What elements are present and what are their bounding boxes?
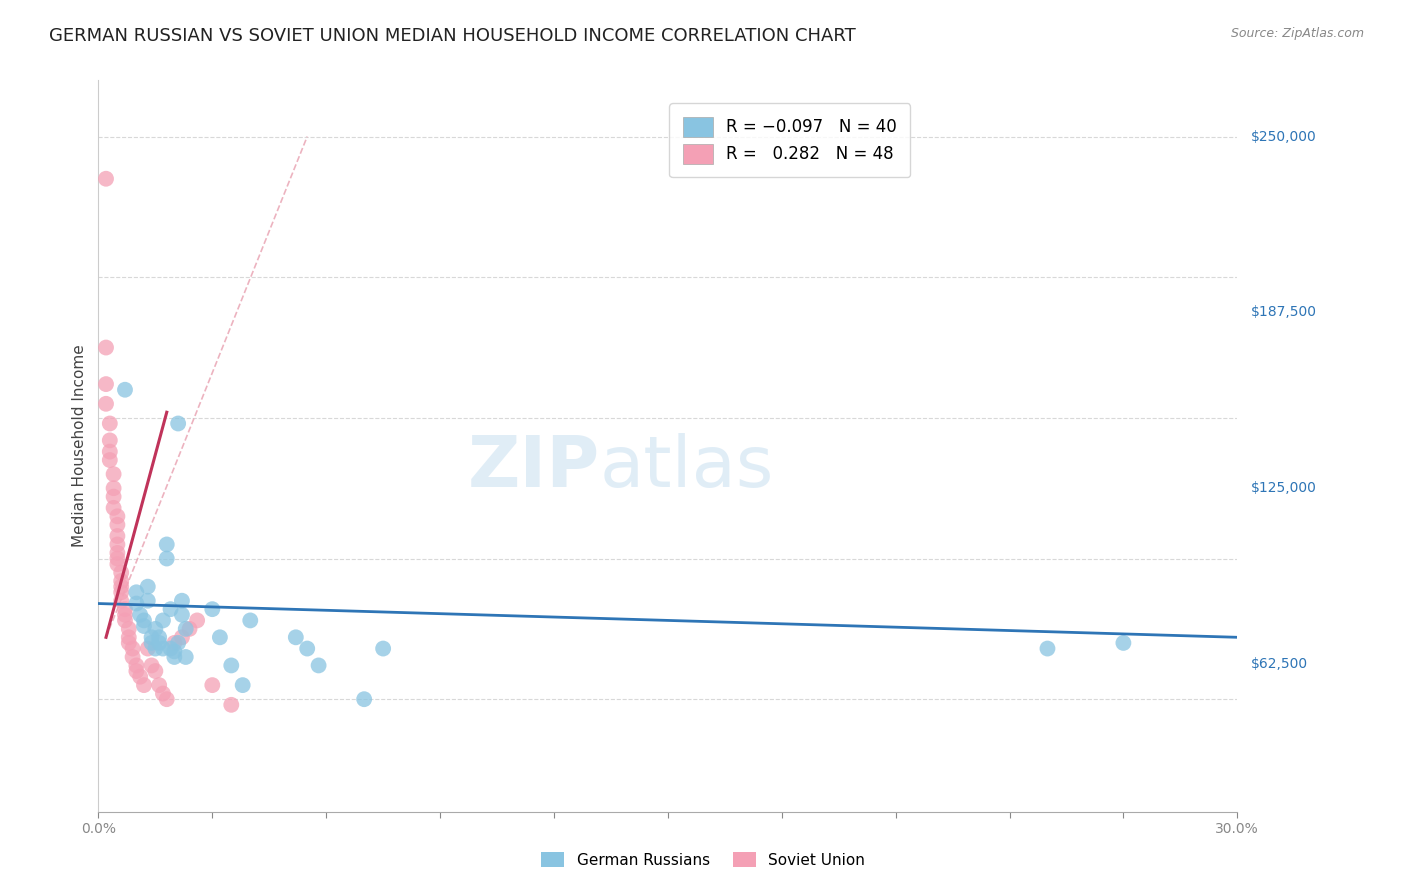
Point [114,614,136,628]
Point [167,636,190,650]
Point [148,678,170,692]
Point [136,593,159,607]
Point [98,453,121,467]
Text: $62,500: $62,500 [1251,657,1309,671]
Point [136,580,159,594]
Point [297,641,319,656]
Point [148,630,170,644]
Point [284,630,307,644]
Legend: R = −0.097   N = 40, R =   0.282   N = 48: R = −0.097 N = 40, R = 0.282 N = 48 [669,103,910,178]
Point [221,698,243,712]
Text: ZIP: ZIP [467,434,599,502]
Point [125,597,148,611]
Point [208,630,231,644]
Point [94,171,117,186]
Point [110,574,132,588]
Point [145,622,167,636]
Point [94,397,117,411]
Point [163,650,186,665]
Point [98,417,121,431]
Point [145,664,167,678]
Point [145,641,167,656]
Point [174,622,197,636]
Point [170,593,193,607]
Point [1112,636,1135,650]
Point [148,636,170,650]
Point [107,509,129,524]
Point [221,658,243,673]
Text: atlas: atlas [599,434,773,502]
Point [94,341,117,355]
Point [114,607,136,622]
Text: $187,500: $187,500 [1251,305,1317,319]
Point [156,692,179,706]
Point [1036,641,1059,656]
Point [103,467,125,482]
Point [107,537,129,551]
Point [110,566,132,580]
Point [121,650,143,665]
Point [136,641,159,656]
Point [132,678,155,692]
Y-axis label: Median Household Income: Median Household Income [72,344,87,548]
Point [152,687,174,701]
Point [308,658,330,673]
Point [371,641,394,656]
Point [103,481,125,495]
Point [103,500,125,515]
Point [170,607,193,622]
Point [170,630,193,644]
Point [132,619,155,633]
Point [167,417,190,431]
Point [94,377,117,392]
Point [107,551,129,566]
Point [98,434,121,448]
Point [118,630,141,644]
Point [121,641,143,656]
Text: $125,000: $125,000 [1251,481,1317,495]
Point [125,658,148,673]
Point [186,614,208,628]
Point [132,614,155,628]
Point [107,529,129,543]
Point [174,650,197,665]
Point [239,614,262,628]
Point [107,517,129,532]
Point [141,630,163,644]
Point [141,658,163,673]
Text: Source: ZipAtlas.com: Source: ZipAtlas.com [1230,27,1364,40]
Point [129,607,152,622]
Point [156,537,179,551]
Point [103,490,125,504]
Point [110,585,132,599]
Point [118,636,141,650]
Point [118,622,141,636]
Point [201,678,224,692]
Point [141,636,163,650]
Point [152,614,174,628]
Point [353,692,375,706]
Point [125,664,148,678]
Point [114,383,136,397]
Point [152,641,174,656]
Point [179,622,201,636]
Point [163,636,186,650]
Point [110,580,132,594]
Point [232,678,254,692]
Point [201,602,224,616]
Point [107,557,129,571]
Point [159,641,181,656]
Point [129,670,152,684]
Text: $250,000: $250,000 [1251,129,1317,144]
Point [110,593,132,607]
Point [98,444,121,458]
Point [156,551,179,566]
Point [107,546,129,560]
Point [159,602,181,616]
Text: GERMAN RUSSIAN VS SOVIET UNION MEDIAN HOUSEHOLD INCOME CORRELATION CHART: GERMAN RUSSIAN VS SOVIET UNION MEDIAN HO… [49,27,856,45]
Point [114,602,136,616]
Point [163,644,186,658]
Point [125,585,148,599]
Legend: German Russians, Soviet Union: German Russians, Soviet Union [534,844,872,875]
